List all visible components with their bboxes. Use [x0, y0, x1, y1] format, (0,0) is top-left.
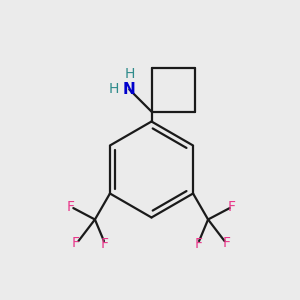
Text: H: H: [108, 82, 119, 96]
Text: F: F: [100, 237, 109, 251]
Text: F: F: [228, 200, 236, 214]
Text: F: F: [67, 200, 75, 214]
Text: N: N: [123, 82, 136, 97]
Text: F: F: [72, 236, 80, 250]
Text: F: F: [194, 237, 202, 251]
Text: F: F: [223, 236, 231, 250]
Text: H: H: [124, 67, 135, 81]
